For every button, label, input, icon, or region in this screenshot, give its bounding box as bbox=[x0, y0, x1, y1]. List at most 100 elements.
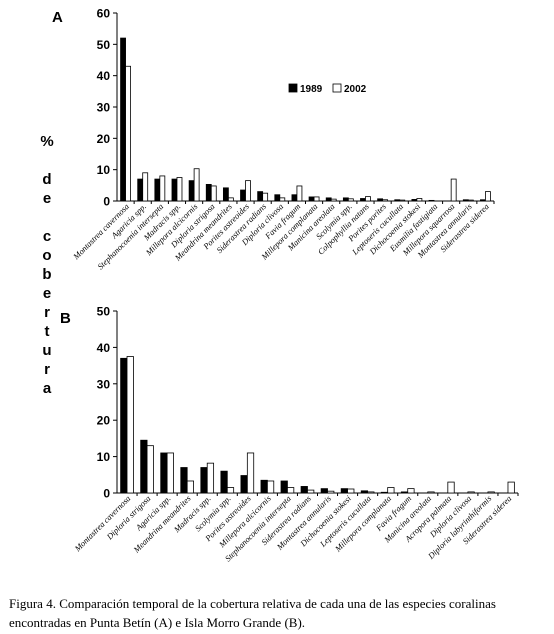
y-tick-label: 0 bbox=[103, 195, 110, 209]
bar-2002 bbox=[159, 175, 166, 202]
bar-2002 bbox=[407, 488, 415, 494]
y-tick-label: 30 bbox=[97, 377, 111, 391]
bar-1989 bbox=[411, 199, 418, 202]
bar-1989 bbox=[428, 199, 435, 202]
bar-1989 bbox=[377, 198, 384, 202]
bar-2002 bbox=[296, 185, 303, 202]
bar-1989 bbox=[291, 194, 298, 202]
bar-2002 bbox=[507, 481, 515, 494]
legend-label: 2002 bbox=[344, 84, 367, 95]
bar-2002 bbox=[313, 196, 320, 202]
bar-2002 bbox=[262, 192, 269, 202]
bar-2002 bbox=[287, 487, 295, 494]
bar-1989 bbox=[380, 491, 389, 494]
bar-2002 bbox=[382, 199, 389, 202]
bar-2002 bbox=[485, 191, 491, 202]
bar-2002 bbox=[399, 199, 406, 202]
bar-1989 bbox=[220, 470, 228, 494]
y-axis-title-letter: t bbox=[44, 323, 50, 340]
bar-2002 bbox=[279, 197, 286, 202]
bar-1989 bbox=[188, 180, 195, 202]
y-tick-label: 40 bbox=[97, 341, 111, 355]
bar-1989 bbox=[200, 467, 208, 494]
y-tick-label: 20 bbox=[97, 132, 111, 146]
bar-2002 bbox=[166, 452, 174, 494]
bar-1989 bbox=[360, 490, 369, 494]
y-axis-title-letter: d bbox=[42, 171, 52, 188]
bar-1989 bbox=[342, 197, 349, 202]
bar-1989 bbox=[274, 194, 281, 202]
legend-label: 1989 bbox=[300, 84, 323, 95]
bar-1989 bbox=[360, 198, 366, 202]
y-tick-label: 30 bbox=[97, 101, 111, 115]
y-axis-title-letter: % bbox=[40, 133, 54, 150]
bar-1989 bbox=[137, 178, 144, 202]
bar-1989 bbox=[171, 178, 178, 202]
bar-1989 bbox=[394, 199, 401, 202]
bar-2002 bbox=[266, 480, 275, 494]
bar-1989 bbox=[160, 452, 168, 494]
bar-2002 bbox=[347, 198, 354, 202]
bar-2002 bbox=[125, 65, 131, 202]
bar-1989 bbox=[222, 187, 229, 202]
y-tick-label: 60 bbox=[97, 7, 111, 21]
bar-2002 bbox=[450, 178, 457, 202]
bar-2002 bbox=[487, 491, 495, 494]
bar-2002 bbox=[447, 481, 455, 494]
bar-2002 bbox=[467, 199, 474, 202]
bar-2002 bbox=[307, 489, 315, 494]
bar-2002 bbox=[146, 445, 154, 494]
bar-1989 bbox=[240, 189, 246, 202]
y-axis-title-letter: b bbox=[42, 266, 52, 283]
bar-1989 bbox=[308, 196, 315, 202]
bar-2002 bbox=[246, 452, 255, 494]
y-axis-title-letter: r bbox=[44, 361, 50, 378]
y-tick-label: 50 bbox=[97, 305, 111, 319]
bar-2002 bbox=[210, 185, 217, 202]
bar-1989 bbox=[120, 357, 128, 494]
bar-2002 bbox=[126, 356, 134, 494]
bar-2002 bbox=[427, 491, 435, 494]
y-tick-label: 10 bbox=[97, 163, 111, 177]
legend-swatch-2002 bbox=[332, 83, 342, 93]
y-tick-label: 10 bbox=[97, 450, 111, 464]
y-axis-title-letter: u bbox=[42, 342, 52, 359]
bar-2002 bbox=[467, 491, 475, 494]
y-axis-title-letter: r bbox=[44, 304, 50, 321]
bar-1989 bbox=[120, 37, 126, 202]
y-axis-title-letter: a bbox=[42, 380, 52, 397]
bar-2002 bbox=[245, 180, 251, 202]
y-axis-title-letter: e bbox=[42, 190, 52, 207]
y-axis-title-letter bbox=[38, 151, 56, 170]
bar-1989 bbox=[480, 199, 486, 202]
bar-2002 bbox=[327, 490, 335, 494]
bar-1989 bbox=[140, 439, 148, 494]
bar-2002 bbox=[193, 168, 200, 202]
panel-label: B bbox=[60, 310, 71, 327]
bar-2002 bbox=[176, 177, 183, 202]
y-axis-title-letter: c bbox=[42, 228, 52, 245]
caption-line-1: Figura 4. Comparación temporal de la cob… bbox=[9, 596, 496, 611]
bar-1989 bbox=[205, 183, 212, 202]
bar-2002 bbox=[186, 480, 194, 494]
y-tick-label: 0 bbox=[103, 487, 110, 501]
bar-1989 bbox=[240, 475, 248, 494]
legend-swatch-1989 bbox=[288, 83, 298, 93]
y-tick-label: 40 bbox=[97, 69, 111, 83]
bar-1989 bbox=[300, 486, 308, 494]
caption-line-2: encontradas en Punta Betín (A) e Isla Mo… bbox=[9, 615, 306, 630]
bar-2002 bbox=[365, 196, 371, 202]
bar-1989 bbox=[180, 467, 188, 494]
bar-1989 bbox=[325, 197, 332, 202]
bar-1989 bbox=[280, 480, 288, 494]
y-axis-title-letter bbox=[38, 208, 56, 227]
y-axis-title-letter: e bbox=[42, 285, 52, 302]
bar-1989 bbox=[400, 491, 409, 494]
y-axis-title-letter: o bbox=[42, 247, 52, 264]
bar-2002 bbox=[347, 488, 355, 494]
bar-1989 bbox=[320, 488, 328, 494]
